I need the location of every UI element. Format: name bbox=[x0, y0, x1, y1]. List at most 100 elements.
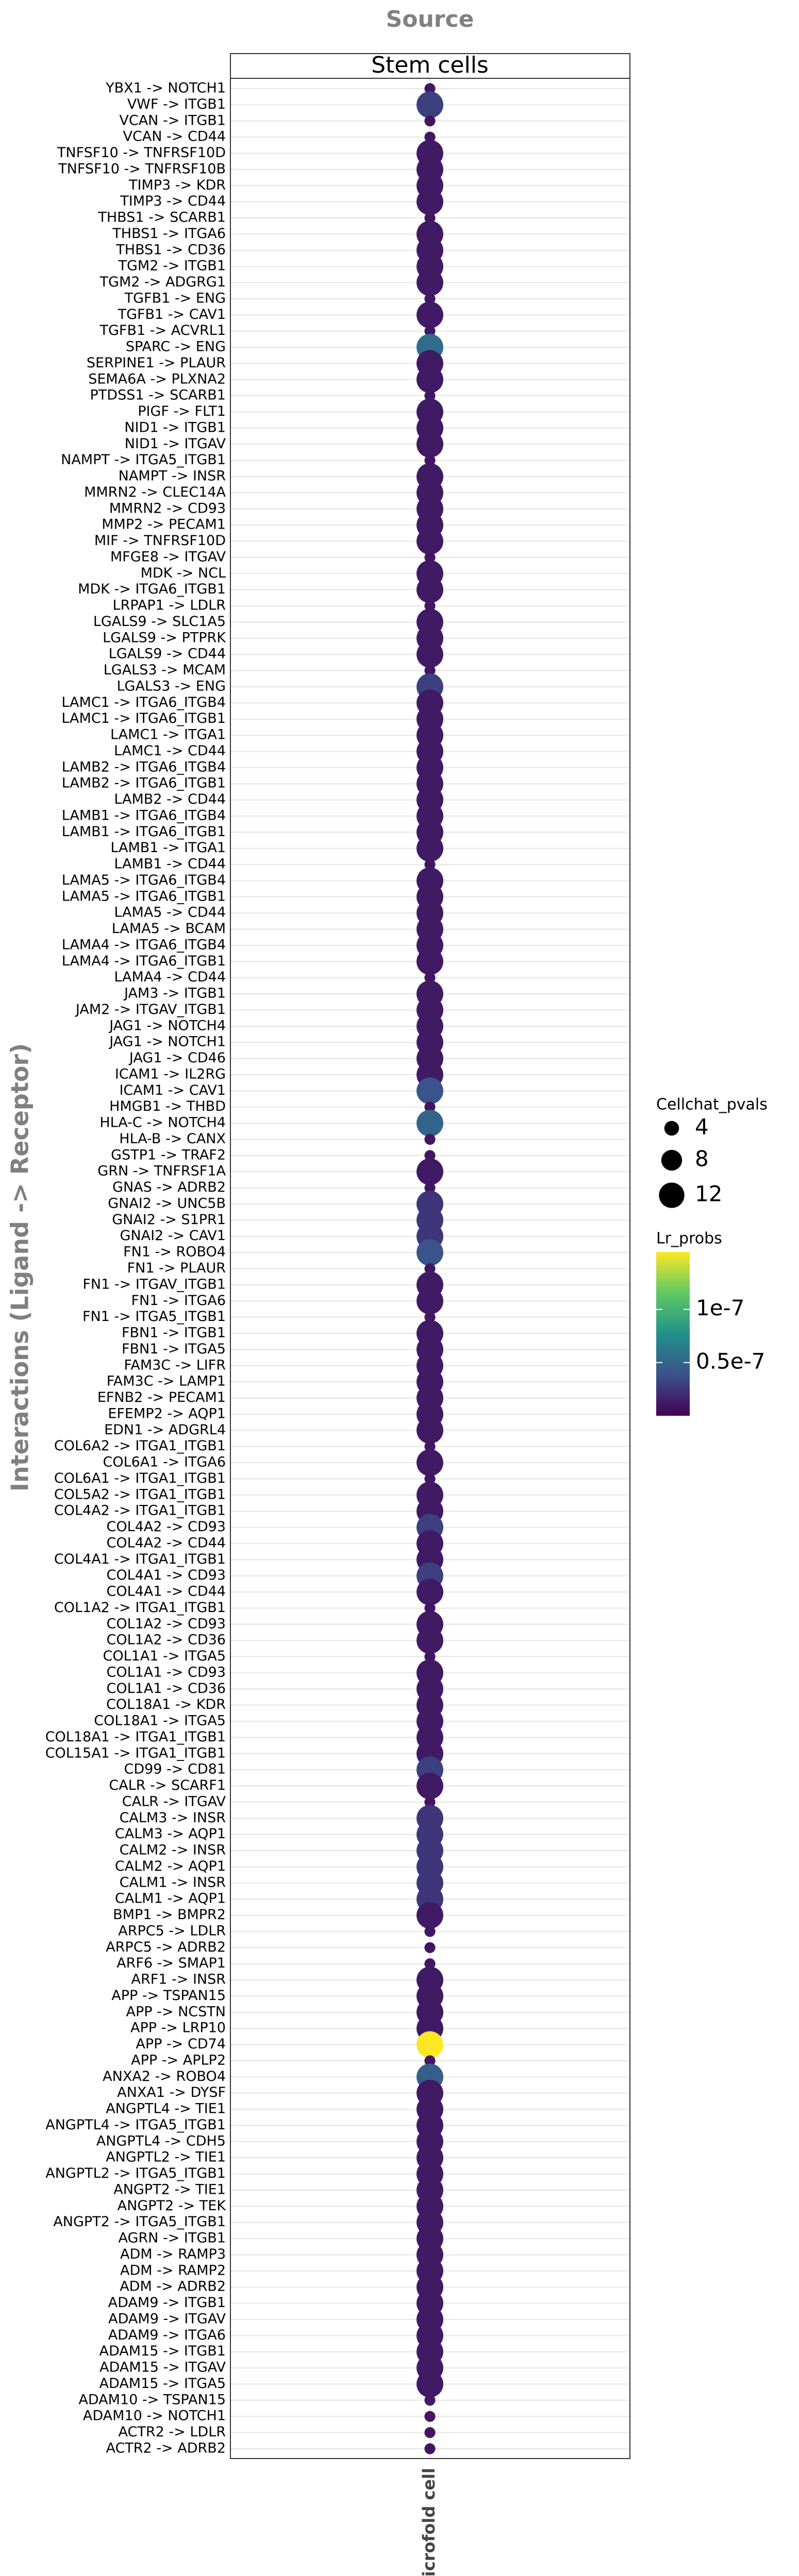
y-tick-label: TGM2 -> ADGRG1 bbox=[99, 274, 226, 290]
y-tick-label: FBN1 -> ITGA5 bbox=[122, 1341, 226, 1357]
y-tick-label: LGALS9 -> SLC1A5 bbox=[93, 614, 226, 630]
y-tick-label: ADAM10 -> TSPAN15 bbox=[78, 2392, 226, 2408]
dot bbox=[417, 576, 443, 603]
y-tick-label: COL1A1 -> ITGA5 bbox=[103, 1648, 226, 1664]
dot bbox=[417, 528, 443, 555]
size-legend-label: 8 bbox=[695, 1146, 709, 1172]
y-tick-label: TGFB1 -> ACVRL1 bbox=[99, 323, 226, 338]
y-tick-label: FN1 -> PLAUR bbox=[127, 1260, 226, 1276]
dot bbox=[424, 1651, 436, 1663]
dot bbox=[417, 1158, 443, 1185]
dot bbox=[417, 1902, 443, 1929]
dot bbox=[424, 1958, 436, 1970]
y-tick-label: ANGPTL4 -> TIE1 bbox=[106, 2101, 226, 2117]
dot bbox=[417, 431, 443, 458]
y-tick-label: NID1 -> ITGB1 bbox=[124, 419, 226, 435]
dot bbox=[424, 2055, 436, 2066]
dot bbox=[424, 859, 436, 870]
dot bbox=[424, 1926, 436, 1937]
y-tick-label: LAMB2 -> CD44 bbox=[114, 791, 226, 807]
dot bbox=[424, 600, 436, 612]
y-tick-label: ANGPTL4 -> ITGA5_ITGB1 bbox=[45, 2117, 226, 2133]
y-tick-label: APP -> TSPAN15 bbox=[111, 1988, 226, 2004]
y-tick-label: COL6A2 -> ITGA1_ITGB1 bbox=[54, 1438, 226, 1454]
y-tick-label: FN1 -> ITGA6 bbox=[131, 1293, 226, 1309]
y-tick-label: ARF6 -> SMAP1 bbox=[116, 1955, 226, 1971]
y-tick-label: ICAM1 -> CAV1 bbox=[119, 1082, 226, 1098]
dot bbox=[424, 83, 436, 94]
y-tick-label: HMGB1 -> THBD bbox=[109, 1098, 226, 1114]
y-tick-label: COL1A2 -> CD93 bbox=[106, 1616, 226, 1632]
y-tick-label: GRN -> TNFRSF1A bbox=[97, 1163, 226, 1179]
dot bbox=[417, 301, 443, 329]
y-tick-label: ADAM15 -> ITGB1 bbox=[99, 2343, 226, 2359]
y-tick-label: ADAM15 -> ITGA5 bbox=[99, 2376, 226, 2392]
dot bbox=[424, 1182, 436, 1194]
y-tick-label: MMRN2 -> CD93 bbox=[109, 500, 226, 516]
y-tick-label: GSTP1 -> TRAF2 bbox=[111, 1147, 226, 1163]
y-tick-label: GNAI2 -> UNC5B bbox=[108, 1195, 226, 1211]
y-tick-label: LAMA5 -> CD44 bbox=[114, 905, 226, 921]
y-tick-label: COL4A2 -> ITGA1_ITGB1 bbox=[54, 1503, 226, 1519]
dot bbox=[417, 835, 443, 862]
y-tick-label: MMRN2 -> CLEC14A bbox=[84, 484, 226, 500]
y-tick-label: COL4A1 -> CD93 bbox=[106, 1567, 226, 1583]
y-tick-label: ADM -> RAMP3 bbox=[120, 2246, 226, 2262]
y-tick-label: EFNB2 -> PECAM1 bbox=[97, 1389, 226, 1405]
facet-title: Source bbox=[386, 6, 474, 32]
dot bbox=[417, 1579, 443, 1606]
size-legend-label: 4 bbox=[695, 1114, 709, 1140]
y-tick-label: FN1 -> ROBO4 bbox=[123, 1244, 226, 1260]
dot bbox=[417, 269, 443, 296]
y-tick-label: ACTR2 -> ADRB2 bbox=[106, 2441, 226, 2456]
y-tick-label: ANGPT2 -> TIE1 bbox=[113, 2181, 226, 2197]
y-tick-label: MFGE8 -> ITGAV bbox=[110, 549, 226, 565]
y-tick-label: LAMA4 -> ITGA6_ITGB4 bbox=[62, 937, 226, 953]
y-tick-label: ACTR2 -> LDLR bbox=[119, 2424, 226, 2440]
y-tick-label: COL1A1 -> CD93 bbox=[106, 1664, 226, 1680]
dot bbox=[417, 1449, 443, 1477]
y-tick-label: GNAS -> ADRB2 bbox=[112, 1179, 226, 1195]
dot bbox=[417, 1110, 443, 1137]
y-tick-label: FAM3C -> LIFR bbox=[124, 1357, 226, 1373]
y-tick-label: COL4A2 -> CD44 bbox=[106, 1535, 226, 1551]
y-tick-label: ADM -> RAMP2 bbox=[120, 2262, 226, 2278]
dot bbox=[424, 131, 436, 143]
y-tick-label: ANGPTL2 -> ITGA5_ITGB1 bbox=[45, 2165, 226, 2181]
y-tick-label: COL1A2 -> ITGA1_ITGB1 bbox=[54, 1600, 226, 1616]
colorbar-tick-label: 0.5e-7 bbox=[696, 1348, 765, 1374]
dot bbox=[424, 2395, 436, 2406]
x-tick-label: Microfold cell bbox=[419, 2468, 439, 2576]
y-tick-label: COL5A2 -> ITGA1_ITGB1 bbox=[54, 1486, 226, 1502]
y-tick-label: GNAI2 -> S1PR1 bbox=[112, 1212, 226, 1228]
y-tick-label: APP -> LRP10 bbox=[130, 2020, 226, 2036]
y-tick-label: JAG1 -> NOTCH1 bbox=[108, 1034, 226, 1050]
dot bbox=[424, 326, 436, 337]
dot bbox=[424, 972, 436, 984]
y-tick-label: ADAM9 -> ITGB1 bbox=[108, 2295, 226, 2311]
y-tick-label: APP -> NCSTN bbox=[126, 2004, 226, 2020]
y-tick-label: LAMB1 -> ITGA1 bbox=[110, 840, 226, 856]
dot bbox=[424, 115, 436, 127]
y-tick-label: ANXA2 -> ROBO4 bbox=[103, 2069, 226, 2084]
y-tick-label: ARF1 -> INSR bbox=[131, 1972, 226, 1988]
y-axis-title: Interactions (Ligand -> Receptor) bbox=[6, 1043, 34, 1492]
y-tick-label: COL6A1 -> ITGA1_ITGB1 bbox=[54, 1470, 226, 1486]
y-tick-label: TNFSF10 -> TNFRSF10D bbox=[57, 145, 226, 161]
y-tick-label: APP -> APLP2 bbox=[131, 2052, 226, 2068]
y-tick-label: LAMB2 -> ITGA6_ITGB4 bbox=[62, 759, 226, 775]
y-tick-label: TIMP3 -> KDR bbox=[128, 177, 226, 193]
dot bbox=[424, 1133, 436, 1145]
y-tick-label: COL4A1 -> CD44 bbox=[106, 1584, 226, 1600]
dot bbox=[424, 1150, 436, 1161]
size-legend-dot bbox=[659, 1182, 685, 1208]
dot bbox=[424, 1797, 436, 1808]
y-tick-label: LGALS9 -> CD44 bbox=[109, 646, 226, 662]
y-tick-label: FN1 -> ITGA5_ITGB1 bbox=[82, 1309, 226, 1325]
y-tick-label: ADAM9 -> ITGA6 bbox=[108, 2327, 226, 2343]
y-tick-label: LAMA5 -> ITGA6_ITGB1 bbox=[62, 888, 226, 904]
y-tick-label: LAMC1 -> ITGA6_ITGB1 bbox=[61, 710, 226, 726]
y-tick-label: TNFSF10 -> TNFRSF10B bbox=[58, 161, 226, 177]
dot bbox=[424, 2411, 436, 2422]
